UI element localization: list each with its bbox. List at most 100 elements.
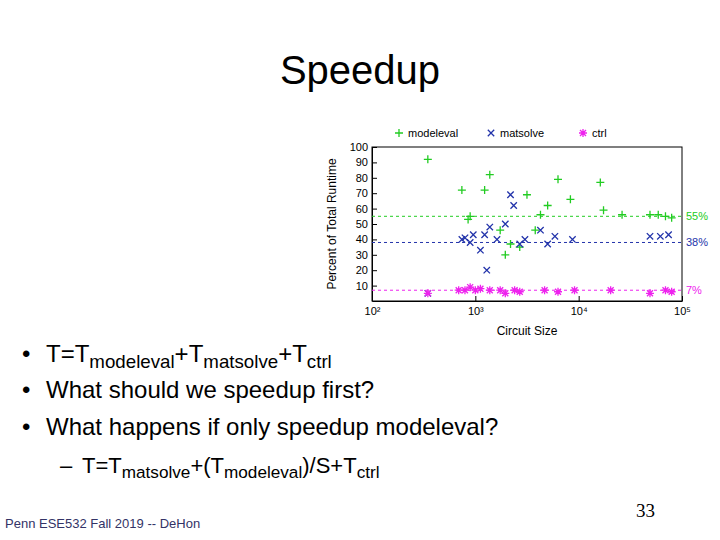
x-tick-label: 10² <box>365 305 381 317</box>
y-tick-label: 90 <box>356 156 368 168</box>
point <box>486 286 494 294</box>
text-run: +T <box>278 340 307 367</box>
y-tick-mark <box>372 286 377 287</box>
point <box>657 233 663 239</box>
point <box>600 206 608 214</box>
y-tick-mark <box>372 239 377 240</box>
legend-label: matsolve <box>500 127 544 139</box>
point <box>668 288 676 296</box>
bullet-symbol: • <box>22 376 30 404</box>
point <box>537 227 543 233</box>
point <box>523 191 531 199</box>
y-tick-mark <box>372 270 377 271</box>
point <box>425 290 431 296</box>
text-run: )/S+T <box>302 453 356 478</box>
x-tick-label: 10⁴ <box>571 305 588 317</box>
y-tick-mark <box>372 224 377 225</box>
y-tick-label: 60 <box>356 203 368 215</box>
point <box>541 286 549 294</box>
text-run: What should we speedup first? <box>46 376 374 403</box>
point <box>554 288 562 296</box>
legend-marker <box>488 130 494 136</box>
bullet-text: What should we speedup first? <box>46 376 374 404</box>
subscript-run: matsolve <box>122 462 191 482</box>
page-number: 33 <box>636 500 655 522</box>
point <box>647 233 653 239</box>
point <box>424 155 432 163</box>
bullet-symbol: • <box>22 413 30 441</box>
plot-frame <box>372 147 682 301</box>
bullet-text: What happens if only speedup modeleval? <box>46 413 498 441</box>
point <box>507 192 513 198</box>
x-tick-mark <box>682 296 683 301</box>
x-tick: 10³ <box>468 296 484 317</box>
y-tick: 20 <box>356 264 377 276</box>
text-run: What happens if only speedup modeleval? <box>46 413 498 440</box>
legend: modelevalmatsolvectrl <box>395 127 607 139</box>
point <box>487 224 493 230</box>
point <box>484 267 490 273</box>
legend-item: modeleval <box>395 127 458 139</box>
y-tick-label: 10 <box>356 280 368 292</box>
y-tick-mark <box>372 147 377 148</box>
sub-bullet-symbol: – <box>60 453 72 479</box>
bullet-symbol: • <box>22 340 30 368</box>
y-tick: 70 <box>356 187 377 199</box>
point <box>607 286 615 294</box>
text-run: +T <box>175 340 204 367</box>
point <box>646 289 654 297</box>
legend-marker <box>579 129 587 137</box>
y-tick-mark <box>372 178 377 179</box>
x-tick-mark <box>579 296 580 301</box>
legend-item: matsolve <box>488 127 544 139</box>
subscript-run: modeleval <box>224 462 302 482</box>
x-tick: 10⁵ <box>674 296 691 317</box>
point <box>646 211 654 219</box>
point <box>501 251 509 259</box>
text-run: T=T <box>46 340 89 367</box>
text-run: T=T <box>82 453 122 478</box>
x-axis: 10² 10³ 10⁴ 10⁵ <box>365 296 691 317</box>
point <box>486 171 494 179</box>
point <box>481 232 487 238</box>
mean-label: 55% <box>686 210 708 222</box>
subscript-run: matsolve <box>203 351 278 372</box>
point <box>544 202 552 210</box>
point <box>481 186 489 194</box>
point <box>494 236 500 242</box>
point <box>552 233 558 239</box>
sub-bullet-text: T=Tmatsolve+(Tmodeleval)/S+Tctrl <box>82 453 380 483</box>
point <box>496 226 504 234</box>
point <box>665 232 671 238</box>
chart: 10²10³10⁴10⁵102030405060708090100Circuit… <box>0 0 720 540</box>
point <box>516 288 524 296</box>
point <box>618 211 626 219</box>
y-tick-mark <box>372 255 377 256</box>
point <box>424 289 432 297</box>
y-tick-mark <box>372 162 377 163</box>
bullet-text: T=Tmodeleval+Tmatsolve+Tctrl <box>46 340 332 373</box>
y-axis-title: Percent of Total Runtime <box>325 158 339 290</box>
point <box>544 241 550 247</box>
point <box>458 186 466 194</box>
point <box>507 240 515 248</box>
slide-title: Speedup <box>0 48 720 93</box>
point <box>661 212 669 220</box>
point <box>467 239 473 245</box>
point <box>566 195 574 203</box>
point <box>510 202 516 208</box>
point <box>470 232 476 238</box>
x-axis-line <box>373 301 683 302</box>
point <box>476 285 484 293</box>
y-tick-label: 40 <box>356 233 368 245</box>
y-tick-label: 70 <box>356 187 368 199</box>
x-tick-mark <box>475 296 476 301</box>
point <box>477 247 483 253</box>
point <box>571 286 579 294</box>
y-tick: 50 <box>356 218 377 230</box>
point <box>596 178 604 186</box>
y-tick: 100 <box>350 141 377 153</box>
y-tick-label: 30 <box>356 249 368 261</box>
point <box>536 211 544 219</box>
y-tick-mark <box>372 209 377 210</box>
